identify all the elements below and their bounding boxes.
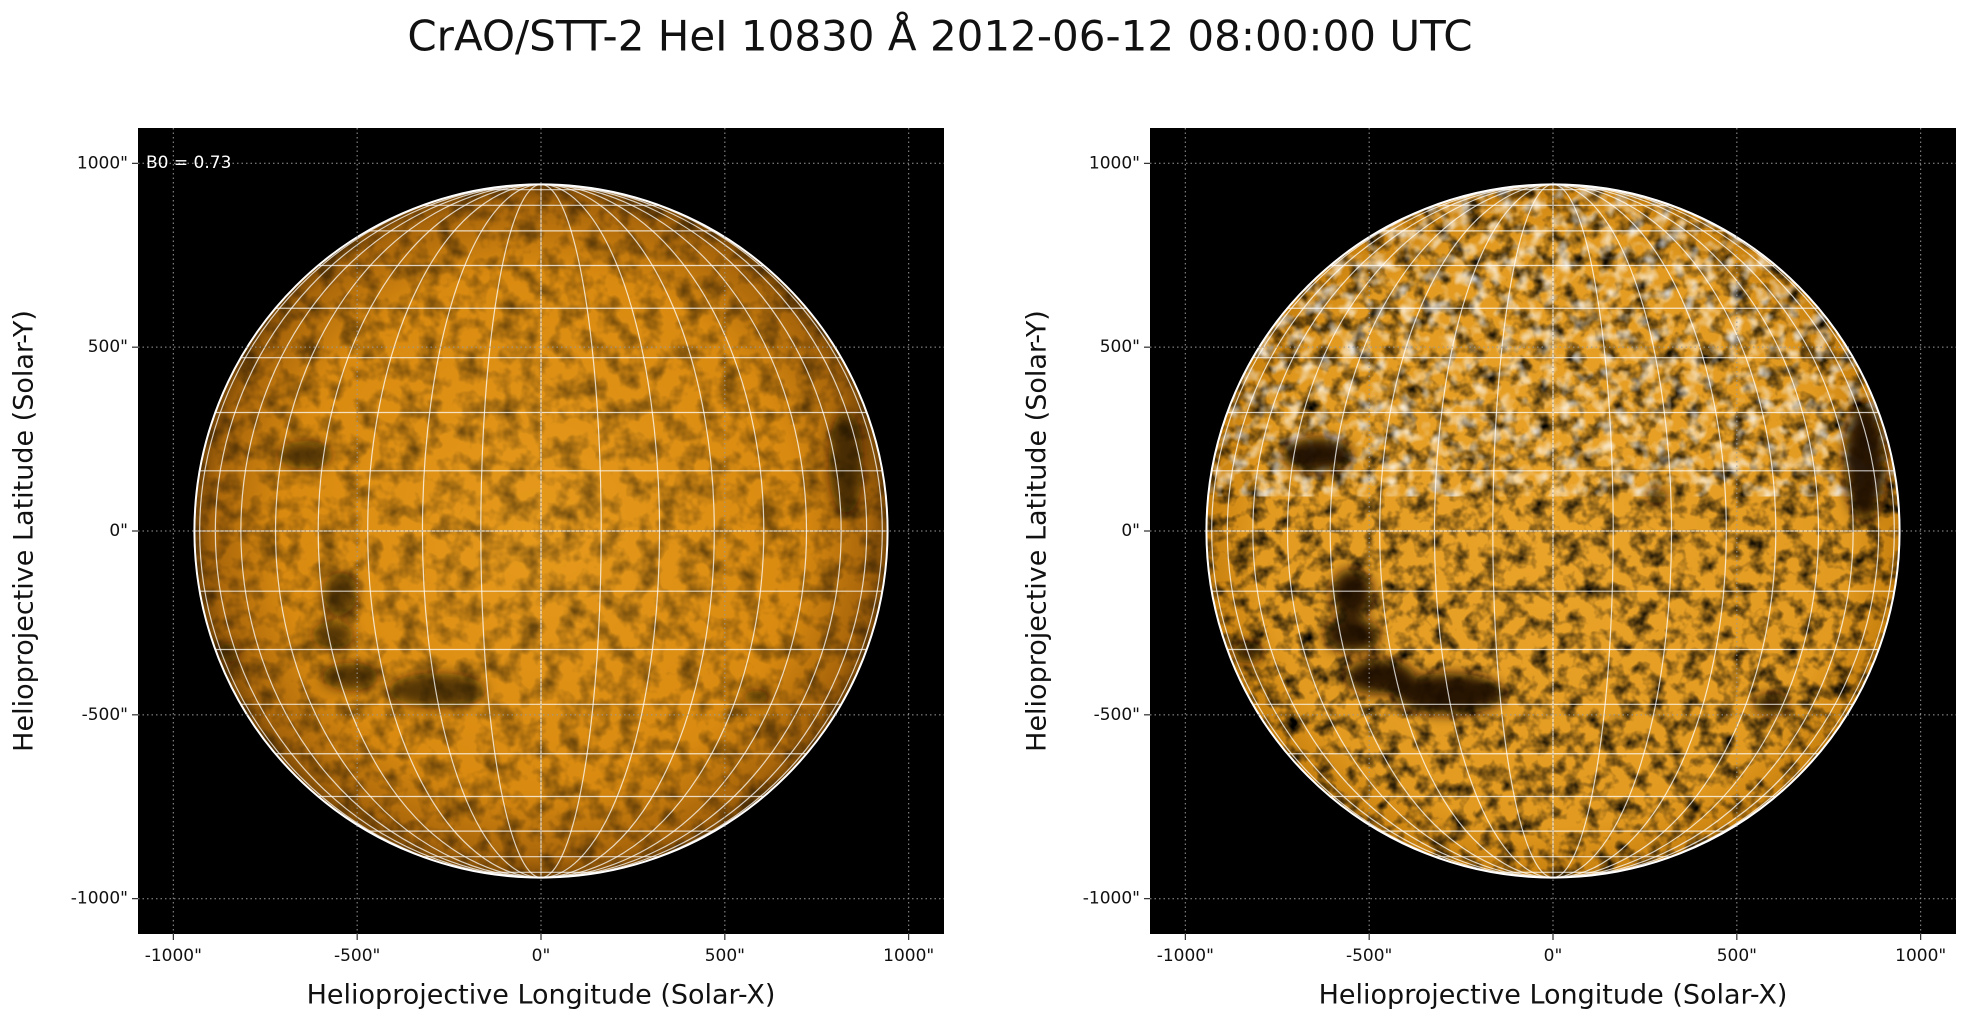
annotation: B0 = 0.73 [146, 153, 231, 173]
y-tick-label: -1000" [71, 889, 128, 909]
x-tick-label: 500" [1717, 946, 1757, 966]
x-axis-label: Helioprojective Longitude (Solar-X) [1319, 980, 1788, 1011]
x-tick-label: -500" [1346, 946, 1392, 966]
filament [1324, 617, 1380, 653]
y-tick-label: -500" [82, 705, 128, 725]
y-tick-label: 500" [88, 337, 128, 357]
filament [322, 662, 379, 691]
y-axis-label: Helioprojective Latitude (Solar-Y) [1022, 310, 1053, 752]
filament [312, 621, 354, 649]
panel: -1000" -500" 0" 500" 1000" -1000" -500" 0" 500" 1… [9, 128, 944, 1011]
x-tick-label: 500" [705, 946, 745, 966]
filament [1282, 437, 1352, 473]
x-tick-label: -1000" [1157, 946, 1214, 966]
y-tick-label: 500" [1100, 337, 1140, 357]
x-tick-label: -500" [334, 946, 380, 966]
filaments [218, 409, 864, 708]
limb [193, 183, 889, 879]
filament [1331, 569, 1373, 618]
figure-title: CrAO/STT-2 HeI 10830 Å 2012-06-12 08:00:… [407, 11, 1472, 61]
y-tick-label: 1000" [1089, 153, 1140, 173]
filament [1844, 402, 1886, 521]
x-tick-label: 0" [532, 946, 551, 966]
filament [1646, 489, 1668, 504]
x-axis-label: Helioprojective Longitude (Solar-X) [307, 980, 776, 1011]
y-axis-label: Helioprojective Latitude (Solar-Y) [9, 310, 40, 752]
y-tick-label: -500" [1094, 705, 1140, 725]
y-tick-label: 1000" [77, 153, 128, 173]
x-tick-label: 1000" [883, 946, 934, 966]
x-tick-label: 1000" [1895, 946, 1946, 966]
filament [277, 440, 334, 469]
y-tick-label: 0" [109, 521, 128, 541]
filament [828, 409, 864, 514]
x-tick-label: 0" [1544, 946, 1563, 966]
filament [1345, 659, 1415, 694]
filament [322, 572, 358, 615]
y-tick-label: 0" [1121, 521, 1140, 541]
y-tick-label: -1000" [1083, 889, 1140, 909]
heliographic-grid [1206, 184, 1900, 878]
limb [1205, 183, 1901, 879]
x-tick-label: -1000" [145, 946, 202, 966]
sun-disk [194, 184, 888, 878]
sun-disk [1206, 184, 1900, 878]
filament [388, 673, 486, 708]
panel: -1000" -500" 0" 500" 1000" -1000" -500" 0" 500" 1… [1022, 128, 1956, 1011]
filament [742, 690, 770, 705]
